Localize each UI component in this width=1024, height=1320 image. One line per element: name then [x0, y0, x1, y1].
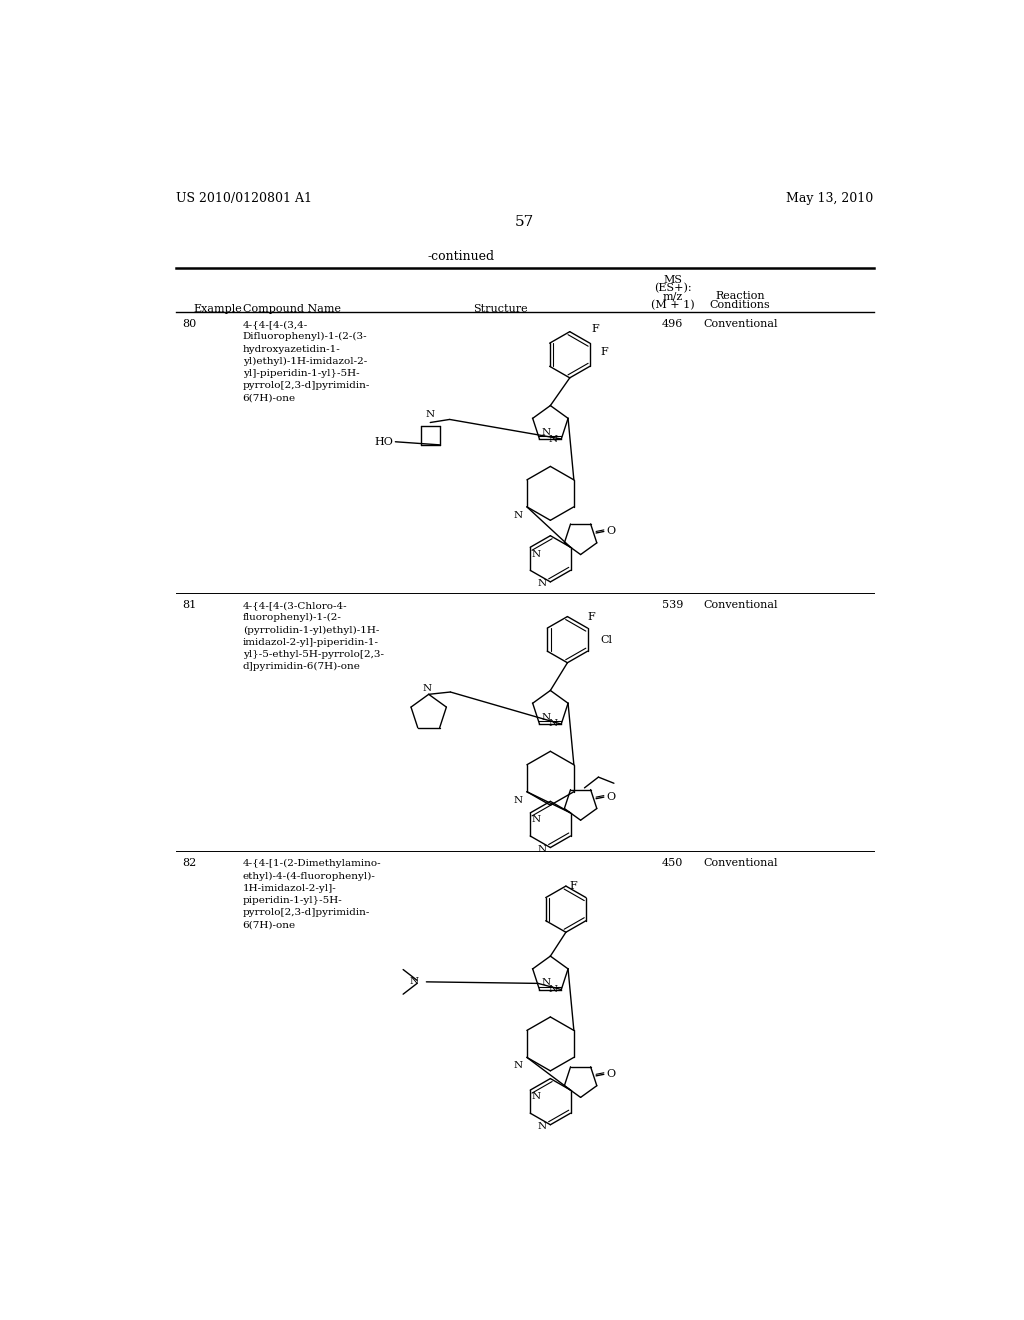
Text: N: N — [513, 511, 522, 520]
Text: HO: HO — [374, 437, 393, 446]
Text: US 2010/0120801 A1: US 2010/0120801 A1 — [176, 191, 312, 205]
Text: N: N — [538, 845, 547, 854]
Text: 80: 80 — [182, 319, 197, 329]
Text: May 13, 2010: May 13, 2010 — [786, 191, 873, 205]
Text: O: O — [606, 527, 615, 536]
Text: Compound Name: Compound Name — [243, 305, 341, 314]
Text: (ES+):: (ES+): — [654, 282, 691, 293]
Text: 57: 57 — [515, 215, 535, 228]
Text: MS: MS — [664, 275, 682, 285]
Text: F: F — [592, 325, 599, 334]
Text: F: F — [569, 880, 578, 891]
Text: N: N — [538, 579, 547, 587]
Text: N: N — [513, 796, 522, 805]
Text: Conventional: Conventional — [703, 858, 777, 869]
Text: 82: 82 — [182, 858, 197, 869]
Text: N: N — [542, 713, 551, 722]
Text: 539: 539 — [663, 601, 683, 610]
Text: Conventional: Conventional — [703, 319, 777, 329]
Text: 4-{4-[4-(3-Chloro-4-
fluorophenyl)-1-(2-
(pyrrolidin-1-yl)ethyl)-1H-
imidazol-2-: 4-{4-[4-(3-Chloro-4- fluorophenyl)-1-(2-… — [243, 601, 384, 672]
Text: Example: Example — [194, 305, 243, 314]
Text: 450: 450 — [663, 858, 683, 869]
Text: 4-{4-[1-(2-Dimethylamino-
ethyl)-4-(4-fluorophenyl)-
1H-imidazol-2-yl]-
piperidi: 4-{4-[1-(2-Dimethylamino- ethyl)-4-(4-fl… — [243, 859, 381, 929]
Text: N: N — [542, 428, 551, 437]
Text: N: N — [531, 549, 541, 558]
Text: Conventional: Conventional — [703, 601, 777, 610]
Text: N: N — [513, 1061, 522, 1071]
Text: Structure: Structure — [473, 305, 527, 314]
Text: N: N — [542, 978, 551, 987]
Text: O: O — [606, 1069, 615, 1080]
Text: N: N — [410, 977, 419, 986]
Text: Reaction: Reaction — [716, 292, 765, 301]
Text: N: N — [423, 684, 432, 693]
Text: F: F — [601, 347, 608, 358]
Text: Cl: Cl — [600, 635, 612, 644]
Text: N: N — [548, 719, 557, 729]
Text: N: N — [548, 434, 557, 444]
Text: 496: 496 — [663, 319, 683, 329]
Text: N: N — [426, 411, 435, 420]
Text: O: O — [606, 792, 615, 803]
Text: Conditions: Conditions — [710, 300, 771, 310]
Text: F: F — [588, 611, 595, 622]
Text: 81: 81 — [182, 601, 197, 610]
Text: N: N — [548, 985, 557, 994]
Text: -continued: -continued — [428, 251, 495, 264]
Text: (M + 1): (M + 1) — [651, 300, 694, 310]
Text: N: N — [538, 1122, 547, 1131]
Text: 4-{4-[4-(3,4-
Difluorophenyl)-1-(2-(3-
hydroxyazetidin-1-
yl)ethyl)-1H-imidazol-: 4-{4-[4-(3,4- Difluorophenyl)-1-(2-(3- h… — [243, 321, 370, 403]
Text: m/z: m/z — [663, 292, 683, 301]
Text: N: N — [531, 1093, 541, 1101]
Text: N: N — [531, 816, 541, 824]
